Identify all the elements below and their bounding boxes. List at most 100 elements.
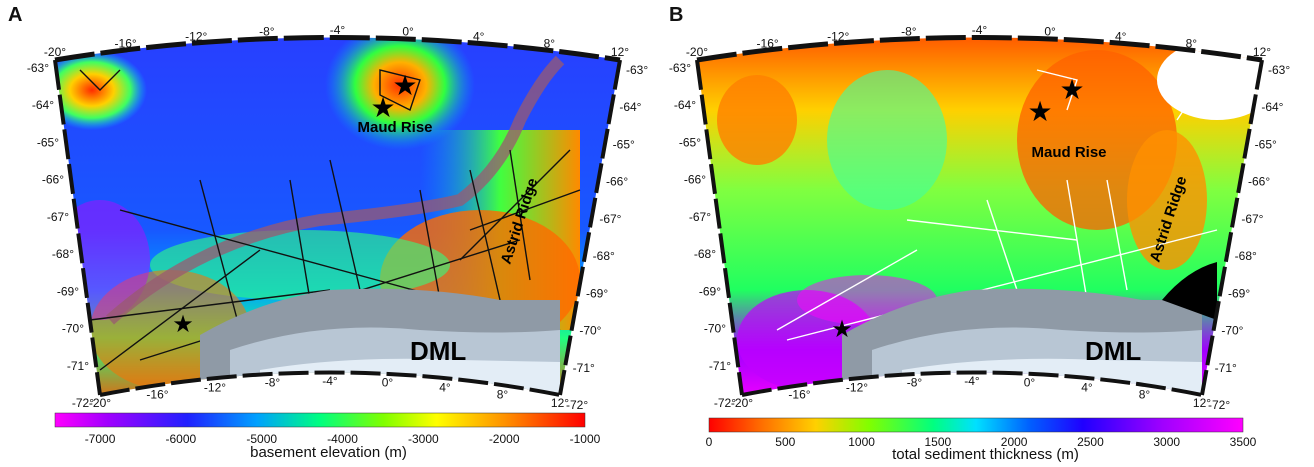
lon-tick-label: 0° [382,376,394,390]
lon-tick-label: -8° [265,376,281,390]
lon-tick-label: -12° [827,29,849,43]
lat-tick-label: -72° [566,398,588,412]
lat-tick-label: -67° [689,210,711,224]
lon-tick-label: -12° [185,29,207,43]
panel-label: A [8,4,23,26]
lon-tick-label: 8° [544,37,556,51]
colorbar-tick-label: 500 [775,435,795,449]
lat-tick-label: -68° [694,247,716,261]
lon-tick-label: 12° [1253,45,1271,59]
colorbar-title: total sediment thickness (m) [892,446,1079,463]
lat-tick-label: -71° [709,359,731,373]
lon-tick-label: 8° [1139,388,1151,402]
lat-tick-label: -63° [27,61,49,75]
lon-tick-label: -8° [907,376,923,390]
lon-tick-label: 4° [1115,29,1127,43]
maud-rise-label: Maud Rise [357,119,432,136]
lat-tick-label: -67° [1241,212,1263,226]
lon-tick-label: 12° [1193,396,1211,410]
lon-tick-label: -12° [846,380,868,394]
lon-tick-label: -4° [964,374,980,388]
star-marker-3: ★ [172,311,194,338]
lon-tick-label: 4° [439,380,451,394]
lon-tick-label: 4° [473,29,485,43]
lat-tick-label: -64° [32,98,54,112]
colorbar-tick-label: -1000 [570,432,601,446]
lon-tick-label: -20° [44,45,66,59]
lon-tick-label: -8° [259,25,275,39]
lon-tick-label: 4° [1081,380,1093,394]
star-marker-1: ★ [392,70,417,101]
colorbar-tick-label: 2000 [1001,435,1028,449]
lon-tick-label: -20° [89,396,111,410]
lon-tick-label: 0° [402,25,414,39]
colorbar-tick-label: -5000 [246,432,277,446]
colorbar-tick-label: -2000 [489,432,520,446]
colorbar-tick-label: 0 [706,435,713,449]
lat-tick-label: -72° [72,396,94,410]
lon-tick-label: -20° [686,45,708,59]
colorbar [708,417,1244,433]
colorbar-tick-label: -3000 [408,432,439,446]
lat-tick-label: -64° [619,100,641,114]
lat-tick-label: -70° [704,322,726,336]
lon-tick-label: -16° [115,37,137,51]
lat-tick-label: -72° [1208,398,1230,412]
lon-tick-label: 0° [1024,376,1036,390]
lat-tick-label: -70° [1221,324,1243,338]
lat-tick-label: -65° [37,135,59,149]
lon-tick-label: -16° [146,388,168,402]
lat-tick-label: -66° [684,173,706,187]
lat-tick-label: -69° [699,284,721,298]
map-svg: ★ ★ ★ Maud Rise Astrid Ridge DML -20°-16… [27,23,649,446]
dml-label: DML [410,336,466,366]
lon-tick-label: -4° [330,23,346,37]
lat-tick-label: -68° [593,249,615,263]
colorbar-tick-label: -7000 [85,432,116,446]
panel-a: A [8,4,649,461]
lat-tick-label: -68° [52,247,74,261]
lon-tick-label: -16° [757,37,779,51]
lat-tick-label: -64° [674,98,696,112]
lon-tick-label: 12° [611,45,629,59]
map-svg: ★ ★ ★ Maud Rise Astrid Ridge DML -20°-16… [669,23,1291,449]
colorbar-tick-label: 3500 [1230,435,1257,449]
lat-tick-label: -66° [1248,175,1270,189]
lat-tick-label: -63° [626,63,648,77]
lat-tick-label: -71° [573,361,595,375]
lat-tick-label: -71° [1215,361,1237,375]
lat-tick-label: -72° [714,396,736,410]
lon-tick-label: -4° [972,23,988,37]
lat-tick-label: -65° [613,137,635,151]
lat-tick-label: -66° [606,175,628,189]
colorbar-tick-label: 2500 [1077,435,1104,449]
sediment-field [697,37,1262,395]
panel-label: B [669,4,684,26]
colorbar-tick-label: 1000 [848,435,875,449]
star-marker-2: ★ [1027,96,1052,127]
basement-field [55,37,620,395]
lat-tick-label: -65° [1255,137,1277,151]
lat-tick-label: -69° [57,284,79,298]
lat-tick-label: -68° [1235,249,1257,263]
lat-tick-label: -70° [62,322,84,336]
lat-tick-label: -67° [47,210,69,224]
star-marker-3: ★ [831,316,853,343]
colorbar-tick-label: -6000 [166,432,197,446]
colorbar-tick-label: 3000 [1153,435,1180,449]
lat-tick-label: -70° [579,324,601,338]
lat-tick-label: -65° [679,135,701,149]
colorbar-tick-label: 1500 [925,435,952,449]
star-marker-2: ★ [370,92,395,123]
lon-tick-label: -4° [322,374,338,388]
colorbar [54,412,586,428]
lat-tick-label: -67° [599,212,621,226]
colorbar-title: basement elevation (m) [250,444,407,461]
panel-b: B [657,0,1314,467]
lon-tick-label: -12° [204,380,226,394]
lat-tick-label: -69° [1228,286,1250,300]
star-marker-1: ★ [1059,74,1084,105]
lon-tick-label: 0° [1044,25,1056,39]
lat-tick-label: -69° [586,286,608,300]
dml-label: DML [1085,336,1141,366]
